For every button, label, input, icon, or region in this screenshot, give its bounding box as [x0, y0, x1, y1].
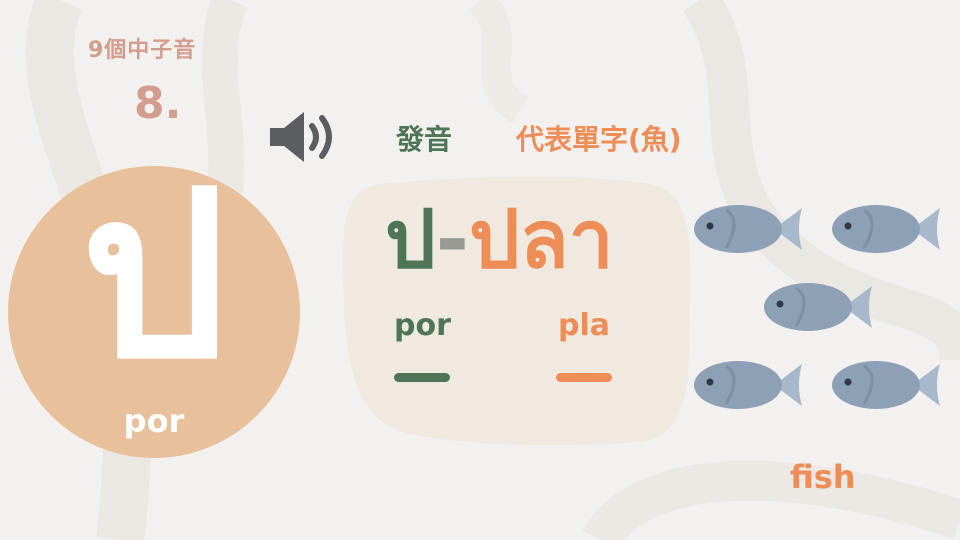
thai-word-part: ปลา: [468, 193, 614, 286]
lesson-subtitle: 9個中子音: [88, 38, 197, 63]
romanization-word: pla: [558, 308, 611, 343]
fish-icon: [694, 205, 802, 253]
thai-letter: ป: [81, 140, 227, 410]
letter-underline: [394, 373, 450, 382]
speaker-icon[interactable]: [266, 108, 338, 166]
pronunciation-label: 發音: [396, 123, 453, 156]
romanization-letter: por: [394, 308, 451, 343]
example-word-label: 代表單字(魚): [516, 123, 682, 156]
word-underline: [556, 373, 612, 382]
fish-icon: [832, 205, 940, 253]
thai-separator: -: [435, 193, 469, 286]
thai-letter-part: ป: [385, 193, 436, 286]
fish-icon: [694, 361, 802, 409]
thai-word-row: ป-ปลา: [385, 200, 614, 280]
lesson-number: 8.: [134, 78, 182, 129]
letter-romanization: por: [123, 402, 185, 440]
fish-icon: [764, 283, 872, 331]
letter-circle: [8, 166, 300, 458]
fish-caption: fish: [790, 458, 856, 496]
fish-icon: [832, 361, 940, 409]
